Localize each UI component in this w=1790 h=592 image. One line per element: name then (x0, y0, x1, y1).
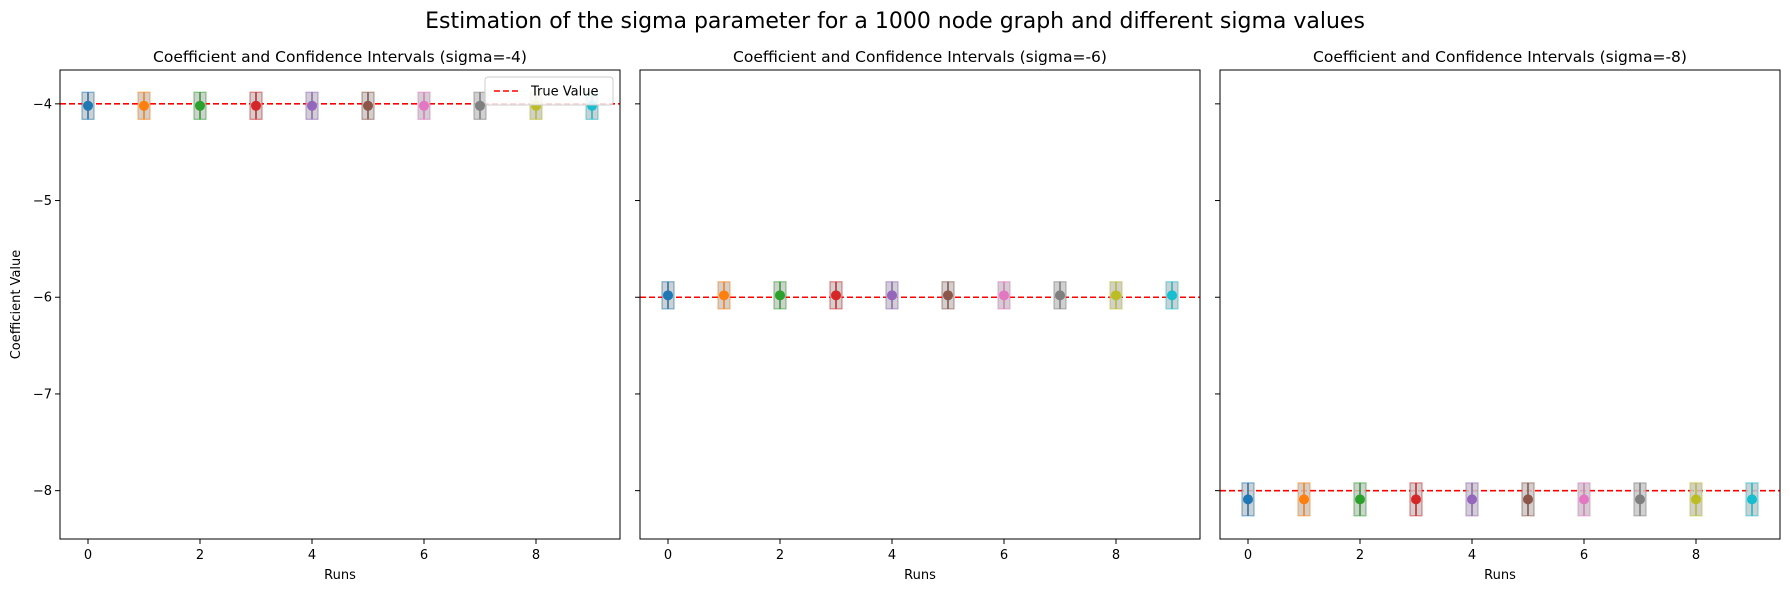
estimate-point (1167, 290, 1177, 301)
estimate-point (999, 290, 1009, 301)
x-tick-label: 2 (1356, 548, 1364, 563)
estimate-point (1635, 494, 1645, 505)
axes-frame (1219, 69, 1781, 540)
estimate-point (139, 100, 149, 111)
subplot-grid: Coefficient and Confidence Intervals (si… (9, 48, 1781, 583)
estimate-point (83, 100, 93, 111)
x-tick-label: 0 (84, 548, 92, 563)
estimate-point (943, 290, 953, 301)
estimate-point (475, 100, 485, 111)
x-tick-label: 4 (1468, 548, 1476, 563)
legend: True Value (484, 76, 614, 106)
subplot-1: Coefficient and Confidence Intervals (si… (9, 48, 621, 583)
x-tick-label: 8 (1692, 548, 1700, 563)
estimate-point (719, 290, 729, 301)
x-tick-label: 0 (664, 548, 672, 563)
estimate-point (419, 100, 429, 111)
x-tick-label: 6 (1000, 548, 1008, 563)
y-tick-label: −5 (33, 194, 52, 209)
subplot-3: Coefficient and Confidence Intervals (si… (1215, 48, 1781, 583)
subplot-title: Coefficient and Confidence Intervals (si… (153, 48, 527, 66)
y-tick-label: −8 (33, 484, 52, 499)
legend-box (484, 76, 614, 106)
estimate-point (775, 290, 785, 301)
estimate-point (1355, 494, 1365, 505)
estimate-point (1111, 290, 1121, 301)
y-tick-label: −4 (33, 97, 52, 112)
estimate-point (1523, 494, 1533, 505)
estimate-point (887, 290, 897, 301)
x-axis-label: Runs (1484, 568, 1516, 583)
estimate-point (1467, 494, 1477, 505)
estimate-point (1411, 494, 1421, 505)
y-tick-label: −7 (33, 387, 52, 402)
x-axis-label: Runs (904, 568, 936, 583)
legend-label: True Value (530, 85, 598, 100)
x-tick-label: 6 (1580, 548, 1588, 563)
x-tick-label: 0 (1244, 548, 1252, 563)
estimate-point (1579, 494, 1589, 505)
x-tick-label: 8 (1112, 548, 1120, 563)
estimate-point (363, 100, 373, 111)
x-tick-label: 2 (776, 548, 784, 563)
x-axis-label: Runs (324, 568, 356, 583)
estimate-point (307, 100, 317, 111)
axes-frame (639, 69, 1201, 540)
x-tick-label: 4 (888, 548, 896, 563)
figure-title: Estimation of the sigma parameter for a … (425, 9, 1365, 34)
estimate-point (1691, 494, 1701, 505)
axes-frame (59, 69, 621, 540)
subplot-title: Coefficient and Confidence Intervals (si… (1313, 48, 1687, 66)
estimate-point (831, 290, 841, 301)
estimate-point (195, 100, 205, 111)
estimate-point (1299, 494, 1309, 505)
y-tick-label: −6 (33, 291, 52, 306)
x-tick-label: 4 (308, 548, 316, 563)
x-tick-label: 6 (420, 548, 428, 563)
estimate-point (1055, 290, 1065, 301)
subplot-title: Coefficient and Confidence Intervals (si… (733, 48, 1107, 66)
subplot-2: Coefficient and Confidence Intervals (si… (635, 48, 1201, 583)
estimate-point (663, 290, 673, 301)
y-axis-label: Coefficient Value (9, 250, 24, 360)
x-tick-label: 8 (532, 548, 540, 563)
estimate-point (1243, 494, 1253, 505)
x-tick-label: 2 (196, 548, 204, 563)
estimate-point (251, 100, 261, 111)
estimate-point (1747, 494, 1757, 505)
